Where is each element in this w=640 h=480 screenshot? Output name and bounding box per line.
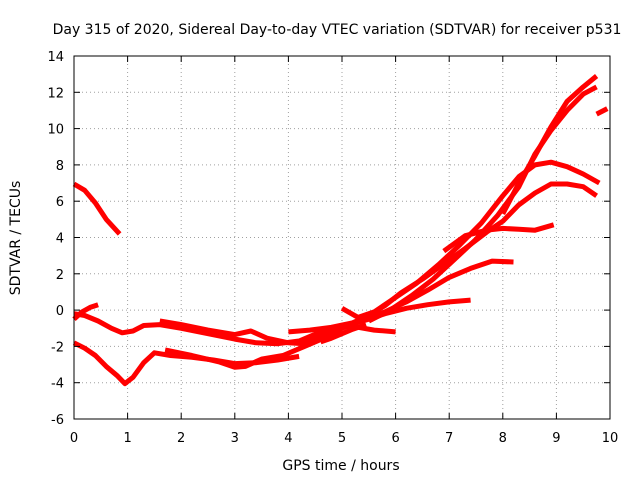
- x-tick-label: 1: [123, 431, 131, 446]
- x-tick-label: 6: [391, 431, 399, 446]
- data-series: [72, 74, 609, 387]
- series-arc-7: [319, 322, 367, 345]
- series-arc-5: [159, 297, 471, 347]
- x-tick-label: 8: [499, 431, 507, 446]
- y-tick-label: 6: [56, 195, 64, 210]
- gridlines: [74, 56, 610, 419]
- y-axis-label: SDTVAR / TECUs: [8, 181, 24, 296]
- series-arc-13: [595, 106, 609, 117]
- x-tick-label: 0: [70, 431, 78, 446]
- chart-title: Day 315 of 2020, Sidereal Day-to-day VTE…: [53, 22, 622, 38]
- x-tick-label: 2: [177, 431, 185, 446]
- y-tick-label: 12: [47, 86, 64, 101]
- y-tick-label: 8: [56, 159, 64, 174]
- y-tick-label: 0: [56, 304, 64, 319]
- series-arc-10: [442, 222, 555, 254]
- y-tick-label: 10: [47, 123, 64, 138]
- y-tick-label: 4: [56, 232, 64, 247]
- series-arc-1: [72, 181, 122, 236]
- x-tick-label: 7: [445, 431, 453, 446]
- y-tick-label: -4: [51, 377, 64, 392]
- x-tick-label: 5: [338, 431, 346, 446]
- series-arc-11: [367, 84, 598, 324]
- x-axis-label: GPS time / hours: [282, 458, 399, 474]
- x-tick-label: 10: [602, 431, 619, 446]
- series-arc-9: [340, 159, 601, 320]
- y-tick-label: 14: [47, 50, 64, 65]
- series-arc-4: [72, 340, 300, 387]
- y-tick-label: -2: [51, 340, 64, 355]
- series-arc-6: [164, 258, 514, 370]
- y-tick-label: -6: [51, 413, 64, 428]
- x-tick-label: 4: [284, 431, 292, 446]
- x-tick-label: 3: [231, 431, 239, 446]
- y-tick-label: 2: [56, 268, 64, 283]
- series-arc-12: [500, 74, 599, 216]
- axis-ticks: [73, 55, 611, 420]
- x-tick-label: 9: [552, 431, 560, 446]
